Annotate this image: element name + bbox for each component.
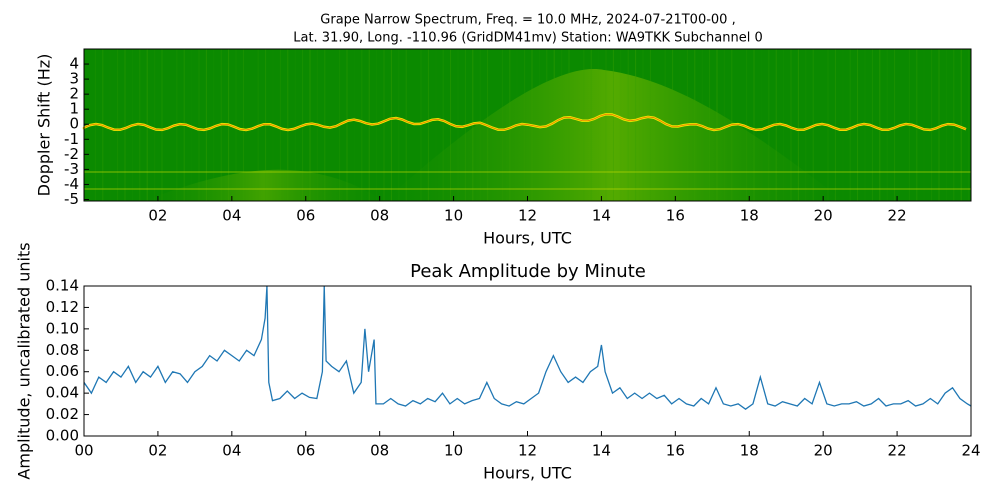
x-tick-label: 00 — [74, 442, 93, 460]
x-tick-label: 04 — [222, 442, 241, 460]
x-tick-label: 02 — [148, 442, 167, 460]
chart-title: Peak Amplitude by Minute — [410, 261, 646, 282]
x-tick-label: 22 — [888, 207, 907, 225]
y-tick-label: 0.06 — [46, 362, 79, 380]
y-tick-label: 0.10 — [46, 319, 79, 337]
y-tick-label: -4 — [64, 175, 79, 193]
data-line — [84, 285, 971, 411]
x-tick-label: 24 — [961, 442, 980, 460]
y-axis-label: Amplitude, uncalibrated units — [15, 242, 34, 479]
x-tick-label: 16 — [666, 442, 685, 460]
y-tick-label: 0.04 — [46, 384, 79, 402]
x-tick-label: 20 — [814, 442, 833, 460]
spectrogram-texture — [144, 169, 384, 201]
x-tick-label: 14 — [592, 442, 611, 460]
y-tick-label: 0 — [69, 115, 79, 133]
y-tick-label: -2 — [64, 145, 79, 163]
x-tick-label: 20 — [814, 207, 833, 225]
x-tick-label: 04 — [222, 207, 241, 225]
x-tick-label: 02 — [148, 207, 167, 225]
y-tick-label: 0.08 — [46, 341, 79, 359]
spectrogram-texture — [384, 69, 844, 201]
x-tick-label: 08 — [370, 207, 389, 225]
chart-title: Grape Narrow Spectrum, Freq. = 10.0 MHz,… — [320, 13, 735, 28]
spectrogram-trace — [83, 113, 967, 131]
y-tick-label: 1 — [69, 100, 79, 118]
y-tick-label: 3 — [69, 70, 79, 88]
x-tick-label: 22 — [888, 442, 907, 460]
y-tick-label: 0.00 — [46, 427, 79, 445]
y-tick-label: 4 — [69, 55, 79, 73]
x-tick-label: 10 — [444, 442, 463, 460]
x-tick-label: 06 — [296, 207, 315, 225]
y-tick-label: -3 — [64, 160, 79, 178]
x-tick-label: 12 — [518, 442, 537, 460]
y-axis-label: Doppler Shift (Hz) — [35, 54, 54, 197]
x-tick-label: 16 — [666, 207, 685, 225]
x-tick-label: 14 — [592, 207, 611, 225]
x-tick-label: 18 — [740, 442, 759, 460]
x-tick-label: 18 — [740, 207, 759, 225]
x-tick-label: 08 — [370, 442, 389, 460]
y-tick-label: 0.12 — [46, 298, 79, 316]
x-tick-label: 12 — [518, 207, 537, 225]
y-tick-label: 0.02 — [46, 405, 79, 423]
x-tick-label: 10 — [444, 207, 463, 225]
x-tick-label: 06 — [296, 442, 315, 460]
y-tick-label: -1 — [64, 130, 79, 148]
y-tick-label: 0.14 — [46, 277, 79, 295]
plot-clip — [84, 285, 971, 411]
chart-title: Lat. 31.90, Long. -110.96 (GridDM41mv) S… — [293, 31, 763, 46]
y-tick-label: -5 — [64, 190, 79, 208]
y-tick-label: 2 — [69, 85, 79, 103]
x-axis-label: Hours, UTC — [483, 229, 572, 248]
x-axis-label: Hours, UTC — [483, 464, 572, 483]
